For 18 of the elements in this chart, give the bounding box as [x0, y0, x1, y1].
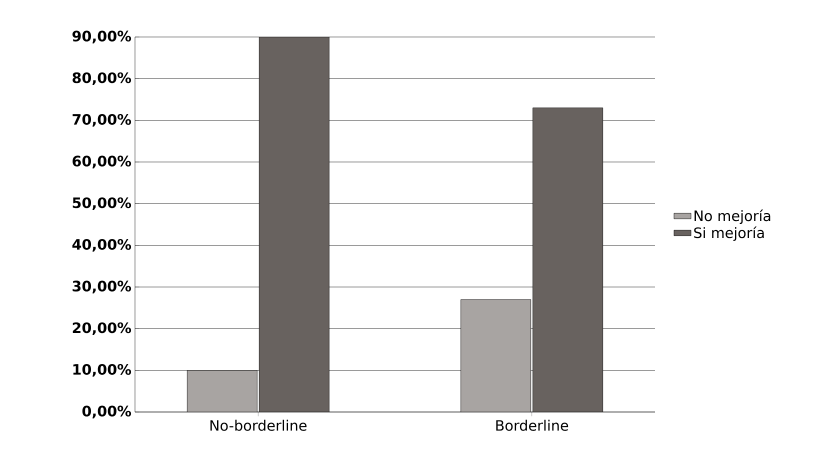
y-tick-label: 40,00% — [72, 238, 132, 252]
y-tick-label: 20,00% — [72, 322, 132, 335]
y-tick-label: 10,00% — [73, 364, 132, 377]
y-tick-label: 50,00% — [72, 197, 132, 210]
legend-label: No mejoría — [694, 210, 770, 224]
bar — [460, 299, 532, 412]
x-tick-label: No-borderline — [210, 420, 307, 431]
y-tick-label: 80,00% — [72, 72, 132, 85]
bar — [258, 36, 330, 412]
y-tick-label: 70,00% — [72, 114, 132, 127]
bar — [532, 108, 604, 412]
y-tick-label: 90,00% — [72, 30, 132, 44]
x-tick-label: Borderline — [496, 420, 568, 431]
bar — [186, 370, 258, 412]
y-tick-label: 0,00% — [82, 406, 132, 418]
legend-label: Si mejoría — [694, 226, 764, 241]
y-tick-label: 30,00% — [72, 280, 132, 294]
y-tick-label: 60,00% — [72, 156, 132, 168]
